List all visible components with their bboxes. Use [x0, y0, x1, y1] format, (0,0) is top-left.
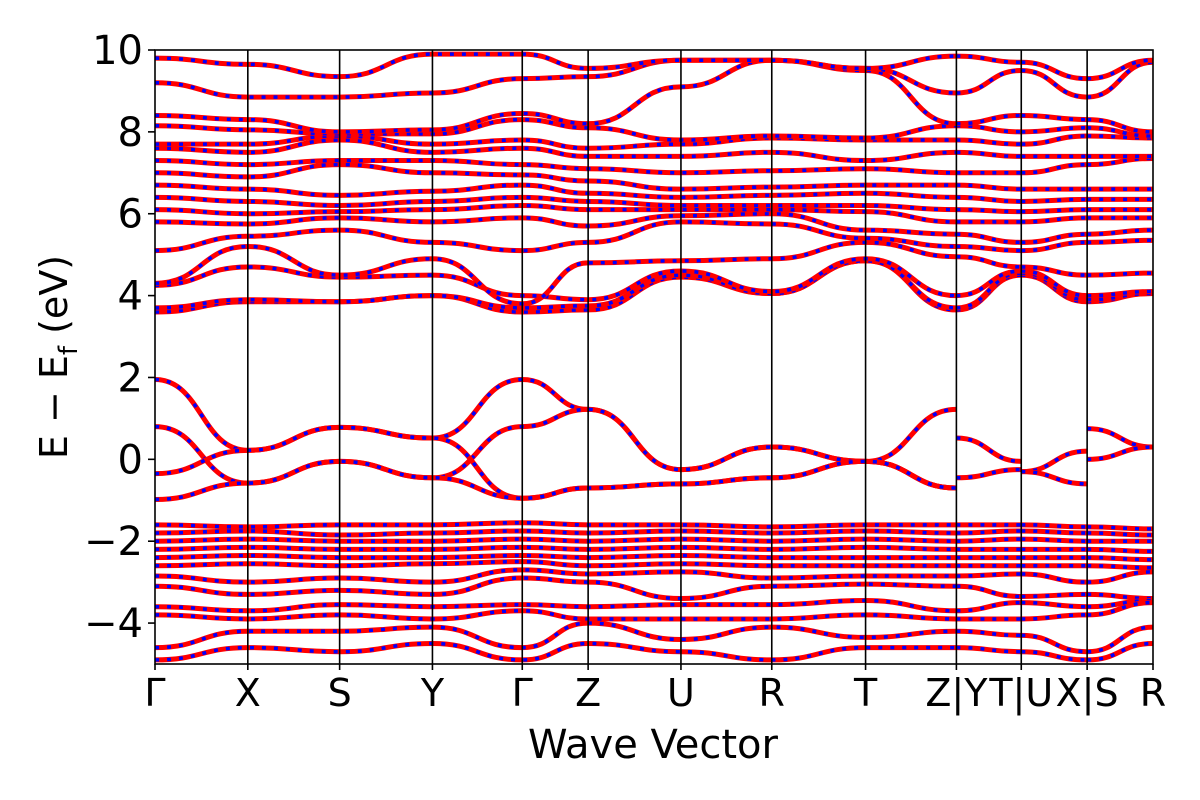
band-13-spin-down	[155, 239, 1153, 307]
band-22-spin-down	[155, 133, 1153, 151]
band-7-spin-down	[1021, 469, 1088, 487]
x-axis-label: Wave Vector	[528, 722, 779, 768]
x-tick-label: T|U	[988, 671, 1053, 716]
band-37-spin-down	[155, 620, 1153, 655]
band-34-spin-down	[155, 575, 1153, 602]
x-tick-label: T	[853, 671, 878, 715]
band-36-spin-down	[155, 600, 1153, 622]
x-tick-label: X|S	[1056, 671, 1119, 716]
x-tick-label: Γ	[144, 671, 165, 715]
band-32-spin-down	[155, 559, 1153, 571]
band-17-spin-down	[155, 194, 1153, 215]
y-tick-label: 4	[118, 274, 143, 320]
band-0-spin-up	[155, 377, 957, 472]
band-30-spin-down	[155, 544, 1153, 554]
band-4-spin-up	[956, 436, 1022, 464]
band-3-spin-up	[155, 459, 957, 502]
band-19-spin-up	[155, 162, 1153, 191]
band-19-spin-down	[155, 162, 1153, 192]
band-18-spin-down	[155, 182, 1153, 204]
y-tick-label: 6	[118, 192, 143, 238]
y-axis-label: E − Ef (eV)	[32, 255, 84, 459]
band-23-spin-down	[155, 117, 1153, 143]
x-tick-label: Γ	[512, 671, 533, 715]
band-0-spin-down	[155, 377, 957, 473]
band-33-spin-down	[155, 567, 1153, 585]
y-tick-label: −2	[84, 519, 143, 565]
x-tick-label: Y	[420, 671, 445, 715]
band-27-spin-down	[155, 520, 1153, 532]
band-8-spin-down	[1087, 426, 1153, 450]
band-33-spin-up	[155, 568, 1153, 584]
band-25-spin-down	[155, 57, 1153, 100]
x-tick-label: Z|Y	[925, 671, 988, 716]
y-tick-label: −4	[84, 601, 143, 647]
x-tick-label: R	[759, 671, 785, 715]
high-symmetry-lines	[247, 50, 1088, 664]
y-tick-label: 0	[118, 437, 143, 483]
x-tick-label: X	[235, 671, 261, 715]
y-tick-label: 8	[118, 110, 143, 156]
band-38-spin-down	[155, 641, 1153, 663]
y-tick-label: 10	[92, 28, 143, 74]
y-tick-label: 2	[118, 355, 143, 401]
band-15-spin-down	[155, 211, 1153, 245]
band-3-spin-down	[155, 458, 957, 502]
x-tick-label: R	[1140, 671, 1166, 715]
band-14-spin-down	[155, 219, 1153, 254]
band-28-spin-down	[155, 528, 1153, 538]
x-tick-label: U	[667, 671, 695, 715]
band-24-spin-down	[155, 57, 1153, 135]
x-tick-label: S	[328, 671, 352, 715]
band-26-spin-up	[155, 52, 1153, 81]
band-9-spin-down	[1087, 444, 1153, 462]
band-14-spin-up	[155, 220, 1153, 253]
band-37-spin-up	[155, 621, 1153, 654]
band-5-spin-down	[956, 467, 1022, 481]
band-35-spin-down	[155, 598, 1153, 614]
band-6-spin-down	[1021, 448, 1088, 475]
x-tick-label: Z	[575, 671, 601, 715]
band-4-spin-down	[956, 435, 1022, 464]
band-16-spin-down	[155, 203, 1153, 225]
band-31-spin-down	[155, 553, 1153, 563]
band-20-spin-down	[155, 155, 1153, 176]
band-1-spin-up	[155, 407, 957, 490]
plot-frame	[154, 49, 1154, 665]
band-11-spin-up	[155, 259, 1153, 310]
band-21-spin-down	[155, 137, 1153, 164]
band-6-spin-up	[1021, 449, 1088, 474]
y-axis: −4 −2 0 2 4 6 8 10	[84, 28, 155, 647]
band-12-spin-down	[155, 256, 1153, 303]
band-lines	[155, 51, 1153, 663]
band-29-spin-down	[155, 536, 1153, 544]
x-axis: Γ X S Y Γ Z U R T Z|Y T|U X|S R	[144, 664, 1166, 716]
